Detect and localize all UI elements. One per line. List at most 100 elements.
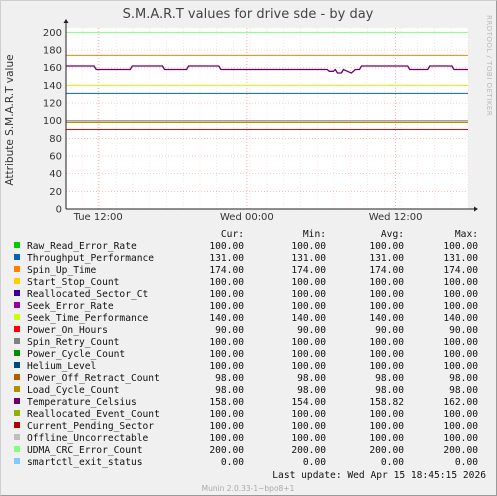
legend-value: 140.00 [369, 313, 404, 324]
legend-value: 98.00 [297, 385, 326, 396]
legend-swatch [14, 254, 20, 260]
y-axis-arrow [63, 19, 69, 23]
legend-value: 200.00 [369, 445, 404, 456]
legend-swatch [14, 446, 20, 452]
series-line-temperature [66, 65, 468, 74]
legend-series-name: Power_Cycle_Count [27, 349, 125, 360]
legend-value: 100.00 [291, 277, 326, 288]
legend-swatch [14, 278, 20, 284]
legend-swatch [14, 242, 20, 248]
y-tick-label: 120 [43, 99, 62, 110]
legend-value: 100.00 [443, 337, 478, 348]
legend-value: 0.00 [381, 457, 404, 468]
legend-value: 100.00 [369, 277, 404, 288]
legend-swatch [14, 350, 20, 356]
legend-value: 100.00 [369, 361, 404, 372]
legend-value: 100.00 [209, 337, 244, 348]
munin-version: Munin 2.0.33-1~bpo8+1 [202, 484, 295, 493]
legend-value: 100.00 [443, 421, 478, 432]
legend-value: 100.00 [369, 337, 404, 348]
legend-series-name: Reallocated_Sector_Ct [27, 289, 148, 300]
legend-series-name: Start_Stop_Count [27, 277, 119, 288]
legend-value: 100.00 [443, 289, 478, 300]
legend-swatch [14, 266, 20, 272]
legend-value: 100.00 [209, 409, 244, 420]
legend-value: 158.82 [369, 397, 404, 408]
last-update: Last update: Wed Apr 15 18:45:15 2026 [272, 470, 486, 481]
legend-swatch [14, 434, 20, 440]
legend-series-name: Spin_Up_Time [27, 265, 97, 276]
legend-value: 100.00 [291, 289, 326, 300]
y-tick-label: 180 [43, 46, 62, 57]
legend-series-name: Current_Pending_Sector [27, 421, 154, 432]
y-tick-label: 40 [49, 169, 62, 180]
legend-column-header: Min: [303, 229, 326, 240]
legend-value: 90.00 [215, 325, 244, 336]
legend-value: 131.00 [291, 253, 326, 264]
legend-series-name: Load_Cycle_Count [27, 385, 119, 396]
legend-value: 100.00 [369, 421, 404, 432]
legend-value: 100.00 [443, 241, 478, 252]
y-tick-label: 100 [43, 116, 62, 127]
legend-value: 98.00 [297, 373, 326, 384]
y-tick-label: 140 [43, 81, 62, 92]
legend-swatch [14, 374, 20, 380]
legend-swatch [14, 398, 20, 404]
legend-value: 100.00 [291, 349, 326, 360]
legend-series-name: UDMA_CRC_Error_Count [27, 445, 143, 456]
y-tick-label: 80 [49, 134, 62, 145]
legend-value: 100.00 [443, 409, 478, 420]
legend-value: 100.00 [209, 241, 244, 252]
legend-value: 100.00 [443, 277, 478, 288]
legend-value: 131.00 [209, 253, 244, 264]
legend-series-name: Offline_Uncorrectable [27, 433, 149, 444]
legend-series-name: smartctl_exit_status [27, 457, 143, 468]
legend-swatch [14, 338, 20, 344]
legend-value: 100.00 [369, 433, 404, 444]
legend-value: 90.00 [375, 325, 404, 336]
legend-column-header: Avg: [381, 229, 404, 240]
legend-value: 98.00 [375, 373, 404, 384]
legend-value: 100.00 [209, 301, 244, 312]
legend-value: 100.00 [369, 349, 404, 360]
legend-value: 174.00 [443, 265, 478, 276]
legend-value: 140.00 [291, 313, 326, 324]
legend-value: 98.00 [215, 373, 244, 384]
x-axis-arrow [474, 206, 478, 212]
y-tick-label: 60 [49, 152, 62, 163]
legend-value: 98.00 [375, 385, 404, 396]
legend-value: 0.00 [221, 457, 244, 468]
legend-value: 100.00 [291, 433, 326, 444]
legend-series-name: Spin_Retry_Count [27, 337, 119, 348]
legend-value: 100.00 [369, 241, 404, 252]
legend-value: 100.00 [291, 361, 326, 372]
legend-series-name: Seek_Error_Rate [27, 301, 114, 312]
legend-value: 100.00 [209, 277, 244, 288]
legend-value: 98.00 [449, 385, 478, 396]
legend-value: 100.00 [209, 433, 244, 444]
legend-value: 100.00 [209, 289, 244, 300]
legend-column-header: Max: [455, 229, 478, 240]
x-tick-label: Wed 12:00 [369, 212, 423, 223]
legend-value: 100.00 [291, 241, 326, 252]
legend-swatch [14, 362, 20, 368]
legend-swatch [14, 290, 20, 296]
legend-value: 100.00 [443, 349, 478, 360]
plot-area: 0 20 40 60 80 100 120 140 160 180 200 Tue 12:00 Wed … [43, 19, 478, 223]
legend-value: 100.00 [291, 337, 326, 348]
legend-value: 140.00 [209, 313, 244, 324]
legend-value: 98.00 [449, 373, 478, 384]
legend-value: 174.00 [291, 265, 326, 276]
legend-swatch [14, 410, 20, 416]
legend-series-name: Reallocated_Event_Count [27, 409, 160, 420]
legend-value: 162.00 [443, 397, 478, 408]
legend-value: 131.00 [443, 253, 478, 264]
legend-value: 0.00 [455, 457, 478, 468]
legend-table: Cur: Min: Avg: Max: Raw_Read_Error_Rate 100.0… [14, 229, 478, 468]
legend-series-name: Power_On_Hours [27, 325, 108, 336]
legend-value: 158.00 [209, 397, 244, 408]
legend-swatch [14, 422, 20, 428]
legend-value: 100.00 [291, 421, 326, 432]
legend-series-name: Raw_Read_Error_Rate [27, 241, 137, 252]
